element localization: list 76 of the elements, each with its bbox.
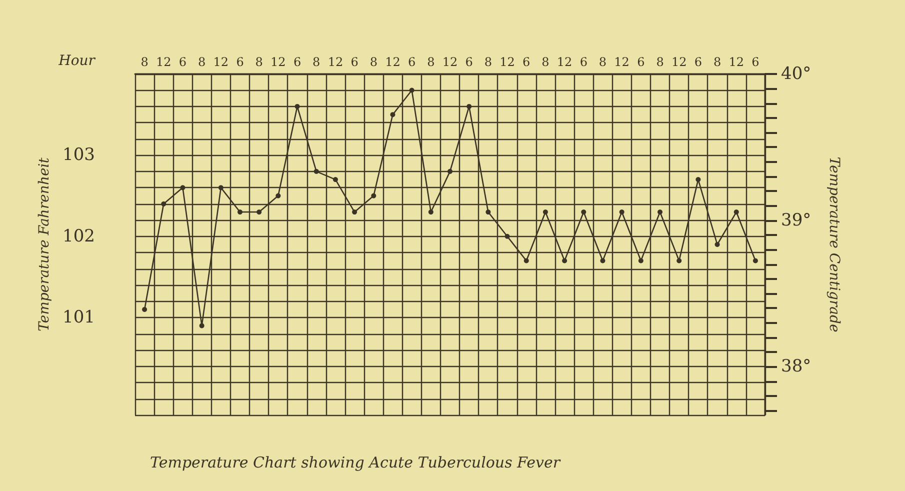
point (542, 210, 548, 215)
x-tick-label: 12 (328, 55, 344, 69)
x-tick-label: 8 (598, 55, 607, 69)
x-tick-label: 6 (752, 55, 760, 69)
point (619, 210, 624, 215)
x-tick-label: 8 (542, 55, 550, 69)
point (638, 258, 644, 264)
x-tick-label: 12 (614, 55, 630, 69)
y2-tick-label: 38° (781, 356, 812, 377)
x-tick-label: 12 (213, 55, 229, 69)
point (524, 258, 529, 264)
x-tick-label: 8 (656, 55, 664, 69)
point (581, 210, 586, 215)
point (752, 258, 758, 264)
x-tick-label: 8 (484, 55, 492, 69)
point (276, 193, 281, 198)
x-tick-label: 8 (713, 55, 722, 69)
x-tick-label: 6 (694, 55, 702, 69)
point (238, 210, 242, 215)
x-tick-label: 12 (728, 55, 744, 69)
point (314, 168, 319, 174)
x-tick-label: 8 (198, 55, 206, 69)
point (600, 258, 606, 264)
x-tick-label: 12 (556, 55, 572, 69)
y-axis-title: Temperature Fahrenheit (36, 157, 53, 332)
x-tick-label: 8 (140, 55, 148, 69)
point (676, 258, 682, 264)
point (332, 177, 338, 182)
y2-tick-label: 40° (781, 64, 812, 84)
x-tick-label: 8 (427, 55, 435, 69)
x-tick-label: 12 (671, 55, 687, 69)
point (448, 168, 452, 174)
point (161, 201, 166, 206)
point (352, 210, 358, 215)
x-tick-label: 6 (293, 55, 302, 69)
y-tick-label: 103 (62, 145, 95, 166)
x-tick-label: 6 (178, 55, 187, 69)
point (734, 210, 739, 215)
point (256, 210, 262, 215)
x-tick-label: 6 (580, 55, 588, 69)
point (504, 234, 510, 239)
x-tick-label: 12 (156, 55, 172, 69)
point (218, 185, 224, 190)
x-tick-label: 6 (236, 55, 244, 69)
y2-tick-label: 39° (781, 210, 812, 230)
x-tick-label: 12 (385, 55, 400, 69)
y-tick-label: 101 (62, 308, 95, 328)
x-tick-label: 6 (465, 55, 473, 69)
point (390, 112, 396, 118)
point (562, 258, 568, 264)
point (696, 177, 701, 182)
point (294, 104, 300, 109)
text: Temperature Chart showing Acute Tuberculous Fever (150, 454, 561, 472)
point (486, 210, 491, 215)
x-tick-label: 6 (350, 55, 358, 69)
point (714, 242, 720, 247)
x-tick-label: 6 (637, 55, 645, 69)
point (371, 193, 376, 198)
x-tick-label: 6 (408, 55, 416, 69)
x-tick-label: 8 (370, 55, 378, 69)
point (466, 104, 472, 109)
point (409, 88, 414, 93)
x-tick-label: 12 (500, 55, 515, 69)
x-tick-label: 8 (255, 55, 263, 69)
y-tick-label: 102 (62, 226, 95, 246)
x-tick-label: 8 (312, 55, 320, 69)
point (199, 323, 204, 328)
x-tick-label: 12 (442, 55, 458, 69)
point (180, 185, 186, 190)
point (142, 306, 148, 312)
point (428, 210, 434, 215)
x-tick-label: 6 (522, 55, 530, 69)
point (658, 210, 662, 215)
x-axis-title: Hour (58, 53, 96, 69)
y2-axis-title: Temperature Centigrade (826, 156, 842, 332)
x-tick-label: 12 (270, 55, 286, 69)
